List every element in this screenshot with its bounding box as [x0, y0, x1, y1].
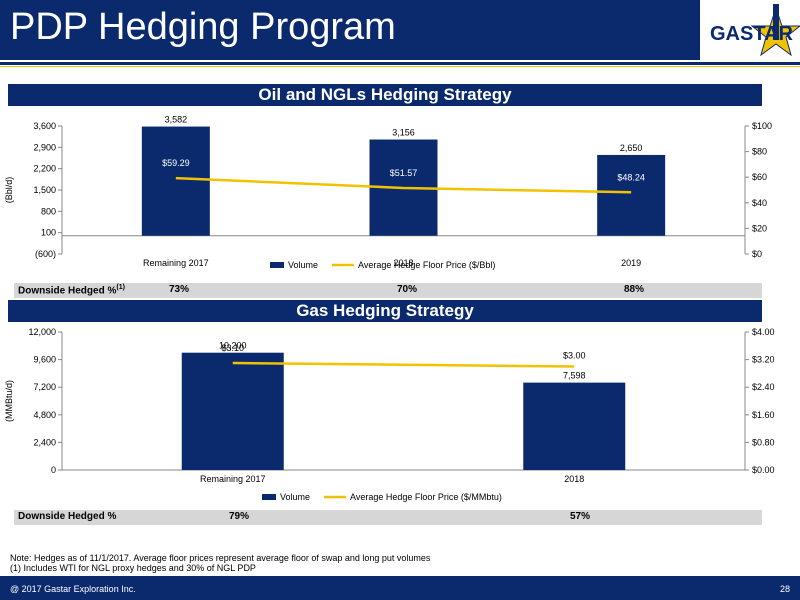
footer-copyright: @ 2017 Gastar Exploration Inc.	[10, 584, 136, 594]
oil-hedged-row: Downside Hedged %(1) 73% 70% 88%	[14, 283, 762, 298]
note-line: Note: Hedges as of 11/1/2017. Average fl…	[10, 553, 431, 563]
oil-chart: (600) 100 800 1,500 2,200 2,900 3,600 $0 $20 $40 $…	[4, 115, 772, 270]
gas-y-tick-label: 2,400	[33, 437, 56, 447]
oil-hedged-footnote: (1)	[116, 284, 125, 291]
oil-bar-label: 3,156	[392, 128, 415, 138]
gas-legend-price: Average Hedge Floor Price ($/MMbtu)	[350, 492, 502, 502]
oil-x-tick-label: 2019	[621, 258, 641, 268]
oil-y-axis-label: (Bbl/d)	[4, 177, 14, 204]
gas-y2-tick-label: $0.80	[752, 437, 775, 447]
gas-x-tick-label: 2018	[564, 474, 584, 484]
gas-section-title: Gas Hedging Strategy	[8, 300, 762, 322]
title-bar: PDP Hedging Program	[0, 0, 700, 60]
gas-hedged-label: Downside Hedged %	[18, 511, 117, 522]
gas-x-tick-label: Remaining 2017	[200, 474, 266, 484]
oil-bar	[597, 154, 666, 236]
gas-y-tick-label: 7,200	[33, 382, 56, 392]
gas-price-label: $3.10	[221, 343, 244, 353]
oil-y-tick-label: 100	[41, 228, 56, 238]
oil-section-title: Oil and NGLs Hedging Strategy	[8, 84, 762, 106]
oil-x-tick-label: Remaining 2017	[143, 258, 209, 268]
oil-y2-tick-label: $80	[752, 147, 767, 157]
gas-y2-tick-label: $0.00	[752, 465, 775, 475]
oil-bar-label: 2,650	[620, 143, 643, 153]
gas-y2-tick-label: $4.00	[752, 327, 775, 337]
oil-hedged-label: Downside Hedged %	[18, 285, 117, 297]
note-line: (1) Includes WTI for NGL proxy hedges an…	[10, 563, 256, 573]
oil-y-tick-label: 1,500	[33, 185, 56, 195]
footer-bar: @ 2017 Gastar Exploration Inc. 28	[0, 576, 800, 600]
gas-bar	[523, 382, 626, 470]
title-rule-accent	[0, 66, 800, 67]
gas-legend-volume: Volume	[280, 492, 310, 502]
gas-bar-label: 7,598	[563, 371, 586, 381]
oil-bar	[141, 126, 210, 236]
oil-bar-label: 3,582	[165, 115, 188, 125]
oil-y2-tick-label: $40	[752, 198, 767, 208]
oil-y-tick-label: 2,200	[33, 164, 56, 174]
oil-y-tick-label: 2,900	[33, 142, 56, 152]
gas-bar	[181, 352, 284, 470]
gas-y-tick-label: 9,600	[33, 355, 56, 365]
logo-text: GASTAR	[710, 23, 794, 45]
oil-price-label: $48.24	[617, 172, 645, 182]
oil-y2-tick-label: $0	[752, 249, 762, 259]
gas-y2-tick-label: $1.60	[752, 410, 775, 420]
company-logo: GASTAR	[700, 0, 800, 68]
gas-bar-label: 10,200	[219, 341, 247, 351]
gas-price-label: $3.00	[563, 351, 586, 361]
gas-y-axis-label: (MMBtu/d)	[4, 380, 14, 422]
gas-y-tick-label: 0	[51, 465, 56, 475]
oil-y2-tick-label: $100	[752, 121, 772, 131]
oil-y2-tick-label: $20	[752, 223, 767, 233]
page-number: 28	[779, 584, 790, 594]
oil-price-label: $59.29	[162, 158, 190, 168]
oil-price-label: $51.57	[390, 168, 418, 178]
oil-legend-swatch-volume	[270, 262, 284, 268]
gas-hedged-row: Downside Hedged % 79% 57%	[14, 510, 762, 525]
oil-price-line	[175, 176, 632, 194]
gas-hedged-value: 79%	[229, 511, 250, 522]
gas-y-tick-label: 12,000	[28, 327, 56, 337]
gas-chart: 0 2,400 4,800 7,200 9,600 12,000 $0.00 $0.80 $1.…	[4, 327, 775, 502]
oil-legend-price: Average Hedge Floor Price ($/Bbl)	[358, 260, 495, 270]
gas-y-tick-label: 4,800	[33, 410, 56, 420]
oil-y-tick-label: 3,600	[33, 121, 56, 131]
gas-price-line	[232, 361, 575, 368]
oil-hedged-value: 88%	[624, 284, 645, 295]
oil-legend-volume: Volume	[288, 260, 318, 270]
oil-hedged-value: 70%	[397, 284, 418, 295]
oil-y2-tick-label: $60	[752, 172, 767, 182]
gas-y2-tick-label: $3.20	[752, 355, 775, 365]
oil-y-tick-label: 800	[41, 206, 56, 216]
oil-x-tick-label: 2018	[393, 258, 413, 268]
oil-hedged-value: 73%	[169, 284, 190, 295]
page-title: PDP Hedging Program	[10, 6, 396, 48]
gas-hedged-value: 57%	[570, 511, 591, 522]
oil-y-tick-label: (600)	[35, 249, 56, 259]
title-rule	[0, 62, 800, 65]
gas-legend-swatch-volume	[262, 494, 276, 500]
gas-y2-tick-label: $2.40	[752, 382, 775, 392]
